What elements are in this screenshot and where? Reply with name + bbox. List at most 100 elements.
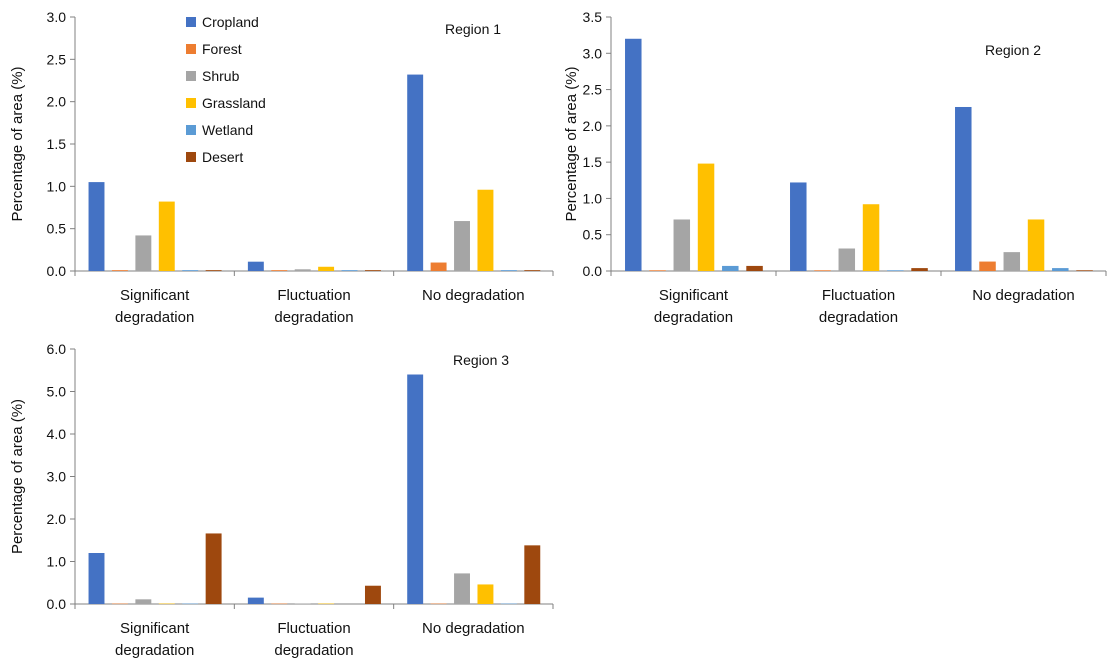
bar-grassland-cat3 xyxy=(477,584,494,604)
bar-wetland-cat1 xyxy=(722,265,739,271)
legend-label-grassland: Grassland xyxy=(202,95,266,111)
bar-cropland-cat2 xyxy=(247,597,264,604)
x-category-label: degradation xyxy=(115,309,194,326)
chart-title: Region 2 xyxy=(985,42,1041,58)
y-tick-label: 0.0 xyxy=(47,596,67,612)
bar-desert-cat3 xyxy=(1076,270,1093,271)
bar-forest-cat3 xyxy=(430,262,447,271)
bar-desert-cat1 xyxy=(205,533,222,604)
y-tick-label: 2.0 xyxy=(47,94,67,110)
legend-swatch-grassland xyxy=(186,98,196,108)
y-tick-label: 0.0 xyxy=(583,263,603,279)
y-tick-label: 3.0 xyxy=(47,9,67,25)
legend-swatch-wetland xyxy=(186,125,196,135)
legend: Cropland Forest Shrub Grassland Wetland Deser… xyxy=(186,14,266,165)
y-tick-label: 5.0 xyxy=(47,384,67,400)
bar-forest-cat3 xyxy=(979,261,996,271)
x-category-label: degradation xyxy=(274,642,353,659)
x-category-label: No degradation xyxy=(422,287,525,304)
bar-cropland-cat2 xyxy=(790,182,807,271)
legend-label-forest: Forest xyxy=(202,41,242,57)
bar-forest-cat1 xyxy=(111,270,128,271)
legend-label-shrub: Shrub xyxy=(202,68,240,84)
y-tick-label: 3.5 xyxy=(583,9,603,25)
y-tick-label: 2.0 xyxy=(47,511,67,527)
y-tick-label: 4.0 xyxy=(47,426,67,442)
x-category-label: Significant xyxy=(659,287,729,304)
bar-grassland-cat1 xyxy=(158,603,175,605)
legend-swatch-desert xyxy=(186,152,196,162)
bar-wetland-cat3 xyxy=(1052,268,1069,271)
y-tick-label: 1.5 xyxy=(47,136,67,152)
bar-grassland-cat2 xyxy=(318,266,335,271)
chart-panel-3: 0.0 1.0 2.0 3.0 4.0 5.0 6.0 Significant degradat… xyxy=(9,341,554,659)
chart-title: Region 1 xyxy=(445,21,501,37)
bar-cropland-cat1 xyxy=(88,182,105,271)
y-tick-label: 6.0 xyxy=(47,341,67,357)
chart-title: Region 3 xyxy=(453,352,509,368)
bar-shrub-cat3 xyxy=(454,573,470,604)
bar-shrub-cat3 xyxy=(1003,252,1021,271)
bar-forest-cat1 xyxy=(111,603,128,605)
bar-grassland-cat1 xyxy=(158,201,175,271)
bar-forest-cat2 xyxy=(814,270,831,271)
bar-cropland-cat1 xyxy=(88,553,105,604)
bar-grassland-cat2 xyxy=(318,603,335,605)
bar-shrub-cat2 xyxy=(838,248,856,271)
bar-wetland-cat3 xyxy=(500,603,517,605)
bar-grassland-cat2 xyxy=(862,204,880,271)
x-category-label: No degradation xyxy=(972,287,1075,304)
y-tick-label: 2.5 xyxy=(47,51,67,67)
bar-wetland-cat1 xyxy=(182,270,199,271)
bar-desert-cat2 xyxy=(364,585,381,604)
bar-forest-cat1 xyxy=(649,270,666,271)
bar-shrub-cat3 xyxy=(454,221,470,271)
legend-swatch-shrub xyxy=(186,71,196,81)
y-tick-label: 1.0 xyxy=(583,190,603,206)
bar-cropland-cat2 xyxy=(247,261,264,271)
y-axis-title: Percentage of area (%) xyxy=(9,66,26,221)
chart-panel-2: 0.0 0.5 1.0 1.5 2.0 2.5 3.0 3.5 Significant degra… xyxy=(563,9,1107,326)
bar-shrub-cat1 xyxy=(673,219,691,271)
x-category-label: Significant xyxy=(120,620,190,637)
bar-cropland-cat3 xyxy=(955,106,972,271)
bar-wetland-cat3 xyxy=(500,270,517,271)
y-tick-label: 2.0 xyxy=(583,118,603,134)
x-category-label: Fluctuation xyxy=(277,620,350,637)
bar-forest-cat3 xyxy=(430,603,447,605)
y-tick-label: 0.5 xyxy=(583,227,603,243)
x-category-label: Fluctuation xyxy=(277,287,350,304)
bar-shrub-cat1 xyxy=(135,235,152,271)
y-axis-title: Percentage of area (%) xyxy=(563,66,580,221)
bar-wetland-cat1 xyxy=(182,603,199,605)
bar-shrub-cat2 xyxy=(294,269,311,271)
y-tick-label: 1.0 xyxy=(47,554,67,570)
x-category-label: Significant xyxy=(120,287,190,304)
x-category-label: degradation xyxy=(819,309,898,326)
bar-desert-cat1 xyxy=(205,270,222,271)
bar-desert-cat2 xyxy=(911,268,928,271)
legend-label-cropland: Cropland xyxy=(202,14,259,30)
legend-swatch-forest xyxy=(186,44,196,54)
bar-desert-cat2 xyxy=(364,270,381,271)
chart-panel-1: 0.0 0.5 1.0 1.5 2.0 2.5 3.0 Significant degradat… xyxy=(9,9,554,326)
x-category-label: Fluctuation xyxy=(822,287,895,304)
x-category-label: degradation xyxy=(654,309,733,326)
bar-desert-cat3 xyxy=(524,270,541,271)
y-tick-label: 2.5 xyxy=(583,82,603,98)
bar-cropland-cat1 xyxy=(625,38,642,272)
y-tick-label: 0.5 xyxy=(47,221,67,237)
y-tick-label: 1.0 xyxy=(47,178,67,194)
bar-grassland-cat1 xyxy=(697,163,715,271)
bar-grassland-cat3 xyxy=(1027,219,1045,271)
y-tick-label: 3.0 xyxy=(47,469,67,485)
bar-forest-cat2 xyxy=(271,270,288,271)
bar-grassland-cat3 xyxy=(477,189,494,271)
legend-label-wetland: Wetland xyxy=(202,122,253,138)
bar-shrub-cat1 xyxy=(135,599,152,604)
bar-forest-cat2 xyxy=(271,603,288,605)
bar-wetland-cat2 xyxy=(887,270,904,271)
legend-swatch-cropland xyxy=(186,17,196,27)
bar-desert-cat1 xyxy=(746,265,763,271)
